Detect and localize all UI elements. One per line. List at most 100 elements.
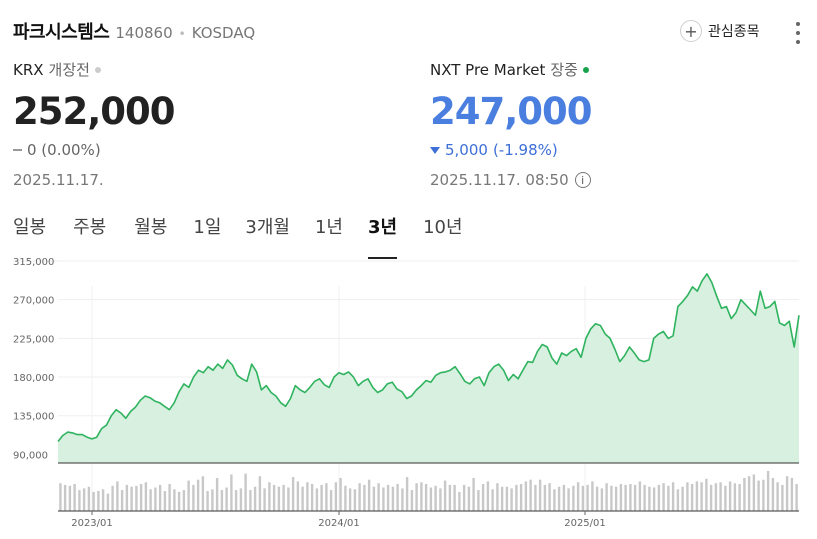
- tab-3years[interactable]: 3년: [367, 213, 398, 259]
- tab-10years[interactable]: 10년: [423, 217, 463, 238]
- volume-bar: [377, 483, 380, 511]
- volume-bar: [781, 484, 784, 511]
- volume-bar: [139, 484, 143, 511]
- volume-bar: [97, 491, 100, 511]
- volume-bar: [163, 491, 167, 511]
- stock-header: 파크시스템스 140860 • KOSDAQ: [13, 18, 255, 46]
- chart-area: [57, 273, 800, 464]
- volume-bar: [690, 484, 694, 511]
- price-chart[interactable]: 315,000 270,000 225,000 180,000 135,000 90,00…: [0, 255, 817, 539]
- volume-bar: [177, 491, 181, 511]
- volume-bar: [215, 478, 219, 511]
- add-favorite-button[interactable]: + 관심종목: [680, 20, 760, 42]
- krx-status: 개장전: [48, 61, 90, 79]
- volume-bar: [225, 487, 228, 511]
- volume-bar: [334, 482, 338, 511]
- volume-bar: [272, 484, 276, 511]
- volume-bar: [130, 486, 133, 511]
- period-tabs: 일봉 주봉 월봉 1일 3개월 1년 3년 10년: [13, 213, 463, 259]
- y-tick-label: 315,000: [13, 257, 54, 268]
- nxt-status-dot-icon: [582, 66, 589, 73]
- volume-bar: [453, 484, 456, 511]
- volume-bar: [135, 485, 138, 511]
- volume-bar: [196, 479, 200, 511]
- volume-bar: [230, 474, 233, 511]
- y-tick-label: 270,000: [13, 296, 54, 307]
- info-icon[interactable]: i: [574, 172, 591, 188]
- volume-bar: [192, 484, 195, 511]
- volume-bar: [638, 481, 642, 511]
- x-axis: 2023/01 2024/01 2025/01: [71, 511, 606, 529]
- volume-bar: [567, 488, 570, 511]
- volume-bar: [643, 484, 646, 511]
- more-dot-icon: [796, 40, 800, 44]
- volume-bar: [600, 488, 604, 511]
- volume-bar: [681, 486, 684, 511]
- volume-bar: [301, 486, 304, 511]
- tab-3months[interactable]: 3개월: [245, 217, 290, 238]
- volume-bar: [73, 484, 76, 511]
- volume-bar: [515, 484, 518, 511]
- y-axis: 315,000 270,000 225,000 180,000 135,000 90,00…: [13, 257, 54, 461]
- nxt-status: 장중: [550, 61, 578, 79]
- volume-bar: [591, 481, 594, 511]
- krx-change-row: 0 (0.00%): [13, 141, 175, 159]
- volume-bar: [339, 478, 342, 511]
- more-dot-icon: [796, 31, 800, 35]
- volume-bar: [154, 487, 157, 511]
- volume-bar: [529, 479, 532, 511]
- volume-bar: [458, 491, 461, 511]
- volume-bar: [443, 480, 447, 511]
- volume-bar: [420, 482, 423, 511]
- volume-bar: [410, 490, 414, 511]
- tab-daily[interactable]: 일봉: [13, 217, 47, 238]
- volume-bar: [201, 476, 205, 511]
- volume-bar: [106, 493, 110, 511]
- volume-bar: [448, 484, 452, 511]
- volume-bar: [633, 484, 637, 511]
- stock-market: KOSDAQ: [191, 24, 256, 42]
- volume-bar: [790, 478, 794, 511]
- volume-bar: [724, 485, 727, 511]
- volume-bar: [738, 484, 741, 511]
- volume-bar: [144, 482, 148, 511]
- nxt-price: 247,000: [430, 90, 593, 133]
- volume-bar: [396, 484, 399, 511]
- volume-bar: [700, 482, 703, 511]
- volume-bar: [581, 485, 585, 511]
- volume-bar: [424, 484, 428, 511]
- volume-bar: [329, 490, 333, 511]
- price-area-fill: [58, 273, 799, 463]
- volume-bar: [149, 489, 152, 511]
- volume-bar: [543, 484, 547, 511]
- volume-bar: [282, 484, 285, 511]
- tab-1day[interactable]: 1일: [193, 217, 222, 238]
- tab-monthly[interactable]: 월봉: [134, 217, 168, 238]
- down-arrow-icon: [430, 146, 440, 154]
- krx-title-row: KRX 개장전: [13, 59, 175, 80]
- y-tick-label: 135,000: [13, 412, 54, 423]
- tab-1year[interactable]: 1년: [314, 217, 343, 238]
- krx-status-dot-icon: [94, 66, 101, 73]
- volume-bar: [268, 482, 271, 511]
- volume-bar: [363, 484, 366, 511]
- x-tick-label: 2023/01: [71, 518, 113, 529]
- volume-bar: [486, 481, 490, 511]
- volume-bar: [519, 484, 523, 511]
- volume-bar: [434, 485, 437, 511]
- volume-bar: [605, 483, 608, 511]
- volume-bar: [92, 491, 95, 511]
- volume-bar: [320, 484, 323, 511]
- volume-bar: [481, 484, 485, 511]
- volume-bar: [538, 479, 542, 511]
- volume-bar: [87, 486, 91, 511]
- more-options-button[interactable]: [792, 22, 804, 44]
- tab-weekly[interactable]: 주봉: [73, 217, 107, 238]
- volume-bar: [733, 483, 737, 511]
- volume-bar: [120, 490, 124, 511]
- meta-separator: •: [178, 27, 186, 41]
- volume-bar: [63, 484, 67, 511]
- volume-bar: [510, 488, 513, 511]
- volume-bar: [244, 473, 247, 511]
- volume-bar: [234, 490, 238, 511]
